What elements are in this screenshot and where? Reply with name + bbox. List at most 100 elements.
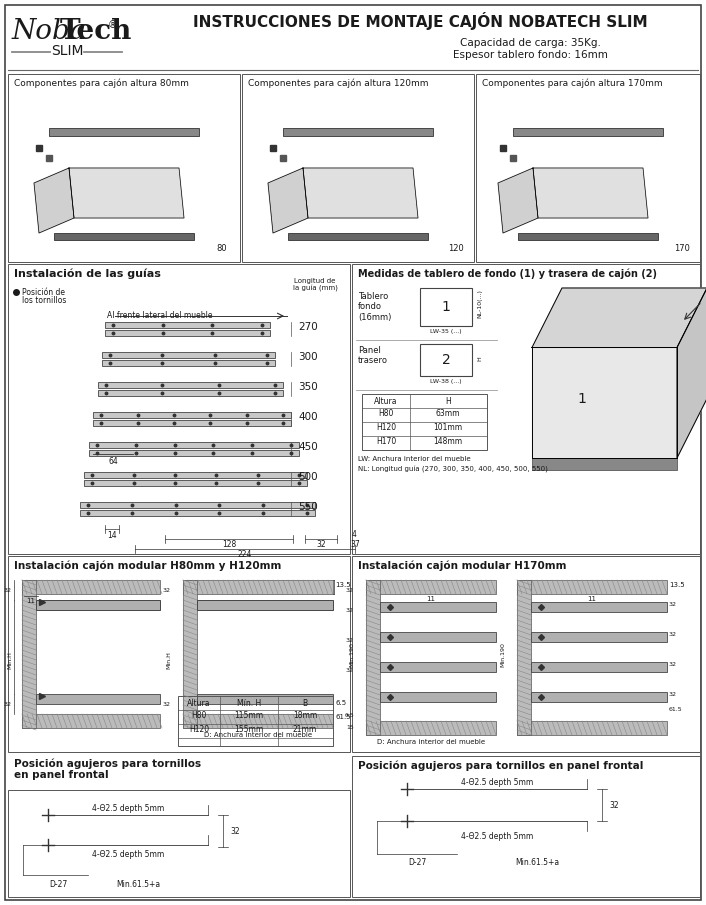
Text: 32: 32 (230, 826, 239, 835)
Text: Min.190: Min.190 (349, 643, 354, 668)
Bar (183, 714, 333, 728)
Bar (517, 721, 667, 735)
Text: Tablero
fondo
(16mm): Tablero fondo (16mm) (358, 292, 391, 322)
Text: 4: 4 (352, 530, 357, 539)
Text: 155mm: 155mm (234, 725, 263, 734)
Bar (352, 756, 700, 897)
Text: 32: 32 (346, 607, 354, 613)
Text: los tornillos: los tornillos (22, 296, 66, 305)
Bar (89, 450, 299, 456)
Text: 101mm: 101mm (433, 423, 462, 432)
Bar (242, 74, 474, 262)
Text: 11: 11 (426, 596, 436, 602)
Text: 32: 32 (346, 587, 354, 593)
Text: 64: 64 (109, 457, 119, 466)
Text: 500: 500 (298, 472, 318, 482)
Text: SLIM: SLIM (51, 44, 83, 58)
Text: 115mm: 115mm (234, 711, 263, 720)
Bar (283, 128, 433, 136)
Text: Componentes para cajón altura 170mm: Componentes para cajón altura 170mm (482, 78, 663, 88)
Text: 4-Θ2.5 depth 5mm: 4-Θ2.5 depth 5mm (461, 832, 533, 841)
Polygon shape (498, 168, 538, 233)
Bar (54, 233, 194, 240)
Bar (420, 344, 472, 376)
Text: 32: 32 (609, 801, 618, 809)
Text: Instalación cajón modular H170mm: Instalación cajón modular H170mm (358, 560, 566, 570)
Text: 450: 450 (298, 442, 318, 452)
Text: Altura: Altura (187, 699, 211, 708)
Bar (22, 714, 160, 728)
Text: Posición agujeros para tornillos en panel frontal: Posición agujeros para tornillos en pane… (358, 760, 643, 770)
Text: Componentes para cajón altura 80mm: Componentes para cajón altura 80mm (14, 78, 189, 88)
Text: 32: 32 (4, 587, 12, 593)
Bar (102, 360, 275, 366)
Bar (197, 694, 333, 704)
Text: 13.5: 13.5 (335, 582, 351, 588)
Bar (36, 694, 160, 704)
Bar (513, 128, 663, 136)
Text: H: H (445, 397, 451, 406)
Bar (183, 580, 197, 728)
Text: 37: 37 (350, 540, 360, 549)
Bar (93, 412, 291, 418)
Bar (532, 458, 677, 470)
Text: 80: 80 (217, 243, 227, 252)
Polygon shape (303, 168, 418, 218)
Bar (288, 233, 428, 240)
Text: 32: 32 (669, 692, 677, 697)
Bar (420, 288, 472, 326)
Text: Al frente lateral del mueble: Al frente lateral del mueble (107, 311, 213, 320)
Text: ®: ® (108, 20, 118, 30)
Text: 4-Θ2.5 depth 5mm: 4-Θ2.5 depth 5mm (92, 804, 164, 813)
Bar (36, 600, 160, 610)
Text: 14: 14 (107, 531, 116, 540)
Bar (98, 382, 283, 388)
Bar (183, 580, 333, 594)
Bar (366, 580, 380, 735)
Text: 13.5: 13.5 (669, 582, 685, 588)
Text: 11: 11 (27, 598, 35, 604)
Text: Noba: Noba (12, 18, 88, 45)
Bar (98, 390, 283, 396)
Polygon shape (69, 168, 184, 218)
Text: 61.5: 61.5 (669, 707, 683, 712)
Text: Min.190: Min.190 (500, 643, 505, 668)
Text: 32: 32 (316, 540, 325, 549)
Text: 61.5: 61.5 (335, 714, 351, 720)
Bar (102, 352, 275, 358)
Text: 148mm: 148mm (433, 437, 462, 446)
Text: D-27: D-27 (49, 880, 67, 889)
Polygon shape (533, 168, 648, 218)
Text: 18mm: 18mm (293, 711, 317, 720)
Text: Longitud de
la guía (mm): Longitud de la guía (mm) (292, 278, 337, 292)
Bar (380, 632, 496, 642)
Bar (197, 600, 333, 610)
Bar (366, 721, 496, 735)
Text: Capacidad de carga: 35Kg.: Capacidad de carga: 35Kg. (460, 38, 600, 48)
Text: 15: 15 (346, 725, 354, 729)
Text: 400: 400 (298, 412, 318, 422)
Text: Min.61.5+a: Min.61.5+a (515, 858, 559, 867)
Bar (80, 502, 315, 508)
Text: 32: 32 (669, 632, 677, 637)
Text: H: H (477, 357, 482, 361)
Text: LW-35 (...): LW-35 (...) (430, 329, 462, 334)
Text: 1: 1 (578, 392, 587, 405)
Bar (22, 580, 36, 728)
Bar (517, 580, 531, 735)
Bar (105, 322, 270, 328)
Bar (362, 394, 487, 450)
Text: NL-10(...): NL-10(...) (477, 290, 482, 319)
Bar (105, 330, 270, 336)
Bar (178, 696, 333, 746)
Text: 300: 300 (298, 352, 318, 362)
Text: D-27: D-27 (408, 858, 426, 867)
Bar (8, 74, 240, 262)
Bar (366, 580, 496, 594)
Text: 4-Θ2.5 depth 5mm: 4-Θ2.5 depth 5mm (92, 850, 164, 859)
Text: 128: 128 (222, 540, 236, 549)
Text: en panel frontal: en panel frontal (14, 770, 109, 780)
Text: 224: 224 (238, 550, 252, 559)
Bar (531, 662, 667, 672)
Text: 1: 1 (441, 300, 450, 314)
